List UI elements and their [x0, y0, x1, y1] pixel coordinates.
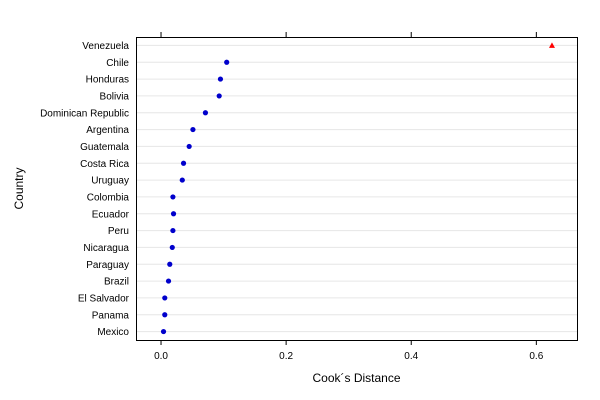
data-point [165, 278, 172, 284]
y-tick-label: Peru [108, 226, 129, 237]
y-tick-label: Guatemala [80, 142, 129, 153]
data-point [179, 177, 185, 183]
data-point [169, 244, 175, 251]
data-point [167, 261, 173, 267]
y-tick-label: Chile [106, 58, 129, 69]
y-tick-label: Paraguay [86, 260, 129, 271]
data-point [170, 211, 177, 217]
y-tick-label: Honduras [86, 75, 129, 86]
data-point [160, 328, 167, 335]
y-tick-label: Mexico [97, 327, 129, 338]
x-axis-title: Cook´s Distance [312, 371, 400, 385]
y-tick-label: Argentina [86, 125, 129, 136]
x-tick-label: 0.0 [154, 351, 168, 362]
grid-lines [136, 44, 577, 333]
data-point [170, 227, 176, 234]
y-tick-label: Brazil [104, 277, 129, 288]
y-tick-label: Ecuador [92, 209, 130, 220]
plot-frame [136, 37, 578, 341]
data-point [216, 93, 222, 99]
x-tick-label: 0.2 [279, 351, 293, 362]
data-point [180, 160, 187, 166]
x-tick-label: 0.6 [529, 351, 543, 362]
y-tick-label: Bolivia [100, 91, 130, 102]
data-point [217, 76, 224, 82]
y-tick-label: Venezuela [82, 41, 129, 52]
y-tick-label: Nicaragua [83, 243, 129, 254]
data-point [202, 110, 209, 116]
data-point-outlier [548, 42, 555, 48]
y-tick-label: El Salvador [78, 293, 130, 304]
data-point [162, 295, 168, 301]
data-points [160, 42, 555, 335]
y-tick-label: Uruguay [91, 176, 129, 187]
data-point [224, 59, 230, 65]
x-tick-marks: 0.0 0.2 0.4 0.6 [154, 32, 544, 362]
y-tick-label: Panama [92, 310, 130, 321]
data-point [170, 194, 176, 200]
data-point [186, 143, 192, 150]
y-tick-label: Costa Rica [80, 159, 129, 170]
data-point [162, 312, 168, 318]
y-tick-labels: Venezuela Chile Honduras Bolivia Dominican R… [40, 41, 130, 338]
y-axis-title: Country [12, 167, 26, 209]
y-tick-label: Colombia [87, 192, 130, 203]
y-tick-label: Dominican Republic [40, 108, 129, 119]
data-point [190, 126, 196, 133]
x-tick-label: 0.4 [404, 351, 418, 362]
